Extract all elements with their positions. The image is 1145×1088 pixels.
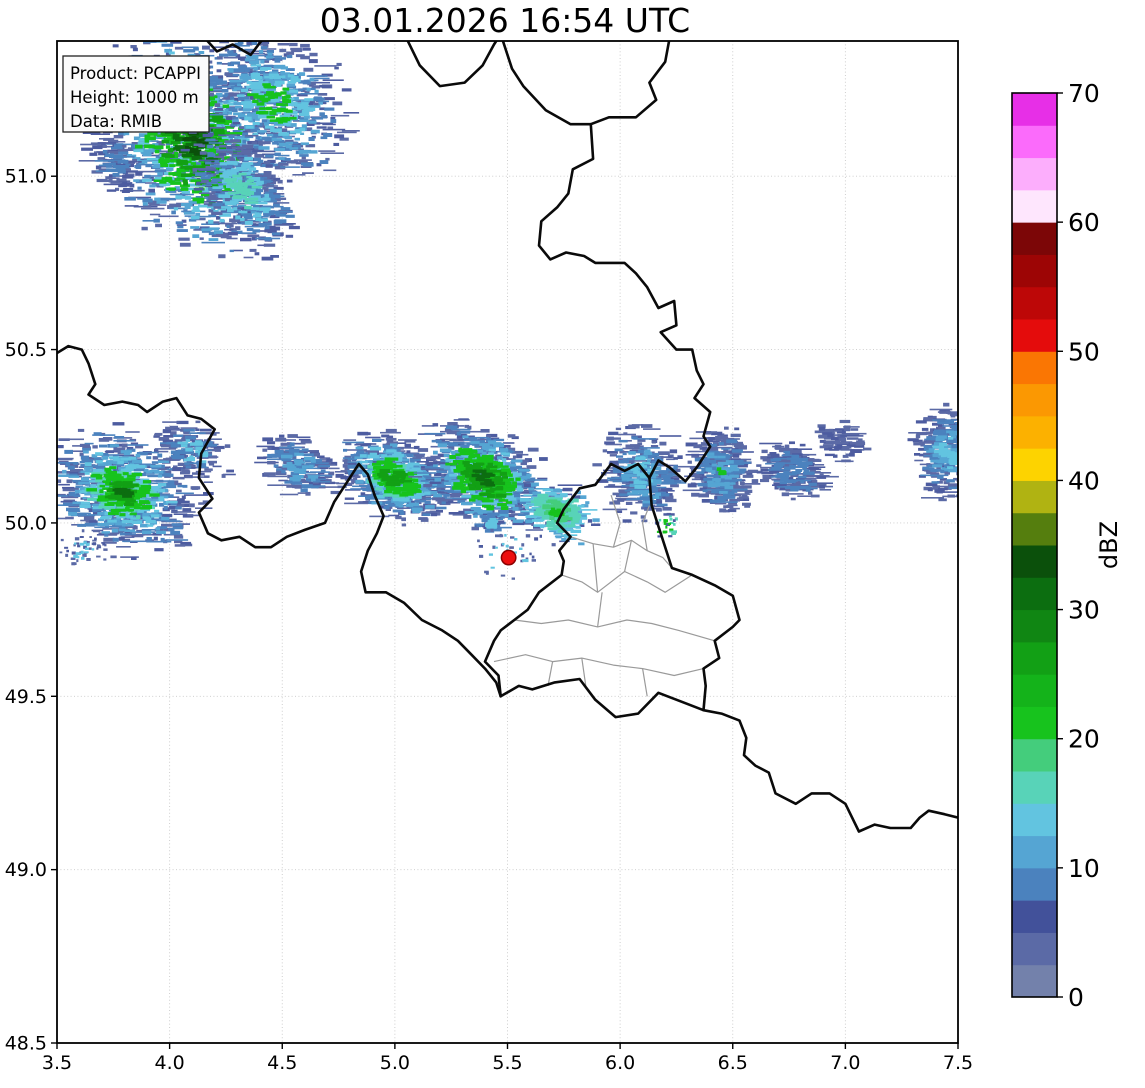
canton-boundary	[494, 655, 704, 676]
colorbar-segment	[1012, 416, 1057, 449]
colorbar-segment	[1012, 384, 1057, 417]
colorbar-segment	[1012, 254, 1057, 287]
luxembourg-cantons	[494, 495, 715, 696]
x-tick-label: 3.5	[42, 1052, 72, 1074]
y-tick-label: 49.0	[5, 859, 47, 881]
y-tick-label: 49.5	[5, 686, 47, 708]
colorbar-label: dBZ	[1095, 521, 1123, 569]
x-tick-label: 6.0	[605, 1052, 635, 1074]
canton-boundary	[643, 669, 648, 697]
x-tick-label: 7.0	[830, 1052, 860, 1074]
colorbar-tick-label: 40	[1068, 466, 1100, 495]
colorbar-ticks: 0 10 20 30 40 50 60 70	[1057, 79, 1100, 1012]
canton-boundary	[625, 540, 632, 571]
colorbar-segment	[1012, 965, 1057, 998]
colorbar-tick-label: 30	[1068, 596, 1100, 625]
canton-boundary	[562, 572, 693, 593]
y-tick-label: 51.0	[5, 166, 47, 188]
info-box: Product: PCAPPI Height: 1000 m Data: RMI…	[63, 56, 209, 132]
colorbar-segment	[1012, 448, 1057, 481]
y-tick-label: 48.5	[5, 1033, 47, 1055]
colorbar-segment	[1012, 642, 1057, 675]
info-height: Height: 1000 m	[70, 88, 199, 107]
x-tick-label: 4.0	[155, 1052, 185, 1074]
colorbar-segment	[1012, 513, 1057, 546]
colorbar-segment	[1012, 222, 1057, 255]
y-tick-label: 50.0	[5, 512, 47, 534]
colorbar-segment	[1012, 190, 1057, 223]
radar-site-marker	[501, 550, 515, 564]
colorbar-segment	[1012, 480, 1057, 513]
border-france-germany	[704, 710, 959, 831]
canton-boundary	[598, 592, 603, 627]
colorbar-segment	[1012, 577, 1057, 610]
x-tick-label: 6.5	[718, 1052, 748, 1074]
colorbar-tick-label: 50	[1068, 337, 1100, 366]
colorbar-segment	[1012, 319, 1057, 352]
colorbar-segment	[1012, 287, 1057, 320]
y-axis: 48.5 49.0 49.5 50.0 50.5 51.0	[5, 166, 57, 1055]
colorbar-segment	[1012, 93, 1057, 126]
colorbar	[1012, 93, 1057, 998]
colorbar-segment	[1012, 868, 1057, 901]
colorbar-segment	[1012, 158, 1057, 191]
border-belgium-netherlands-dip-east	[501, 34, 591, 124]
x-tick-label: 5.0	[380, 1052, 410, 1074]
x-tick-label: 5.5	[492, 1052, 522, 1074]
colorbar-segment	[1012, 610, 1057, 643]
border-netherlands-germany-belgium	[539, 38, 710, 482]
colorbar-segment	[1012, 803, 1057, 836]
colorbar-segment	[1012, 739, 1057, 772]
x-tick-label: 4.5	[267, 1052, 297, 1074]
canton-boundary	[593, 544, 598, 593]
colorbar-segment	[1012, 771, 1057, 804]
canton-boundary	[514, 620, 714, 641]
canton-boundary	[643, 506, 650, 551]
colorbar-tick-label: 0	[1068, 983, 1084, 1012]
colorbar-tick-label: 20	[1068, 725, 1100, 754]
colorbar-segment	[1012, 125, 1057, 158]
colorbar-segment	[1012, 351, 1057, 384]
colorbar-tick-label: 70	[1068, 79, 1100, 108]
colorbar-segment	[1012, 706, 1057, 739]
info-data: Data: RMIB	[70, 112, 162, 131]
colorbar-tick-label: 60	[1068, 208, 1100, 237]
x-axis: 3.5 4.0 4.5 5.0 5.5 6.0 6.5 7.0 7.5	[42, 1043, 973, 1074]
x-tick-label: 7.5	[943, 1052, 973, 1074]
y-tick-label: 50.5	[5, 339, 47, 361]
info-product: Product: PCAPPI	[70, 64, 201, 83]
colorbar-segment	[1012, 545, 1057, 578]
colorbar-tick-label: 10	[1068, 854, 1100, 883]
canton-boundary	[571, 537, 672, 568]
plot-title: 03.01.2026 16:54 UTC	[320, 1, 690, 40]
colorbar-segment	[1012, 674, 1057, 707]
colorbar-segment	[1012, 932, 1057, 965]
colorbar-segment	[1012, 900, 1057, 933]
colorbar-segment	[1012, 836, 1057, 869]
